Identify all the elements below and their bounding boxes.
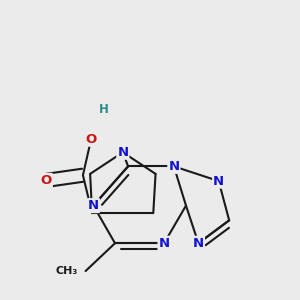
Text: N: N bbox=[158, 237, 169, 250]
Text: N: N bbox=[168, 160, 179, 173]
Text: N: N bbox=[213, 175, 224, 188]
Text: N: N bbox=[117, 146, 128, 159]
Text: H: H bbox=[99, 103, 109, 116]
Text: N: N bbox=[193, 237, 204, 250]
Text: CH₃: CH₃ bbox=[55, 266, 77, 276]
Text: O: O bbox=[41, 174, 52, 187]
Text: N: N bbox=[88, 199, 99, 212]
Text: O: O bbox=[85, 133, 97, 146]
